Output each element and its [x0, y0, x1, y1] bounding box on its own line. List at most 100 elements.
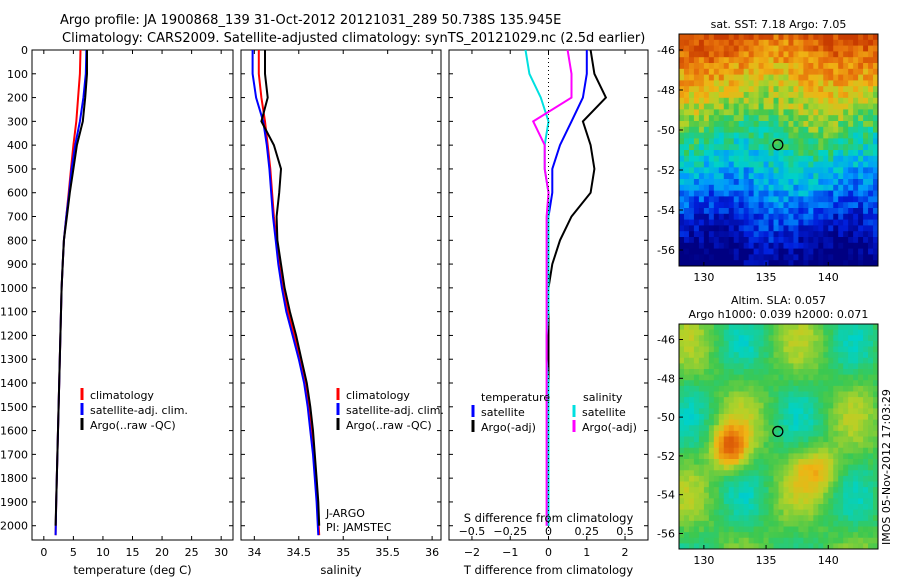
map-cell	[843, 161, 849, 168]
map-cell	[858, 126, 864, 133]
map-cell	[748, 115, 755, 122]
map-cell	[803, 167, 809, 174]
map-cell	[783, 532, 789, 539]
map-cell	[768, 464, 774, 471]
map-cell	[773, 436, 779, 443]
map-cell	[798, 51, 804, 58]
map-cell	[818, 237, 824, 244]
map-cell	[768, 498, 774, 505]
map-cell	[758, 430, 764, 437]
map-cell	[703, 340, 710, 347]
map-cell	[783, 103, 789, 110]
map-cell	[833, 475, 839, 482]
map-cell	[758, 391, 764, 398]
map-cell	[863, 121, 869, 128]
map-cell	[708, 391, 715, 398]
map-cell	[679, 425, 685, 432]
map-cell	[743, 173, 750, 180]
map-cell	[873, 481, 879, 488]
map-cell	[743, 68, 750, 75]
map-cell	[838, 103, 844, 110]
map-cell	[708, 380, 715, 387]
map-cell	[858, 39, 864, 46]
map-cell	[679, 68, 685, 75]
map-cell	[688, 121, 695, 128]
map-cell	[813, 470, 819, 477]
map-cell	[808, 115, 814, 122]
map-cell	[848, 397, 854, 404]
x-tick-label: 15	[126, 546, 140, 559]
map-cell	[679, 51, 685, 58]
map-cell	[753, 464, 760, 471]
map-cell	[778, 520, 784, 527]
map-cell	[713, 391, 720, 398]
map-cell	[798, 173, 804, 180]
map-cell	[798, 526, 804, 533]
map-cell	[679, 144, 685, 151]
map-cell	[853, 231, 859, 238]
map-cell	[813, 248, 819, 255]
map-cell	[748, 121, 755, 128]
map-cell	[803, 504, 809, 511]
map-cell	[848, 121, 854, 128]
map-cell	[843, 109, 849, 116]
map-cell	[808, 385, 814, 392]
map-cell	[708, 92, 715, 99]
map-cell	[728, 537, 735, 544]
map-cell	[783, 74, 789, 81]
map-cell	[873, 225, 879, 232]
map-title: Argo h1000: 0.039 h2000: 0.071	[689, 308, 869, 321]
map-cell	[828, 504, 834, 511]
map-cell	[708, 115, 715, 122]
map-cell	[728, 543, 735, 550]
map-cell	[698, 63, 705, 70]
map-cell	[723, 385, 730, 392]
map-cell	[803, 202, 809, 209]
map-cell	[763, 173, 769, 180]
map-cell	[758, 161, 764, 168]
map-cell	[688, 487, 695, 494]
map-cell	[728, 447, 735, 454]
map-cell	[778, 57, 784, 64]
map-cell	[683, 414, 690, 421]
map-cell	[833, 219, 839, 226]
map-cell	[768, 436, 774, 443]
map-cell	[713, 352, 720, 359]
map-cell	[873, 475, 879, 482]
map-cell	[808, 144, 814, 151]
map-cell	[743, 34, 750, 41]
map-cell	[828, 408, 834, 415]
map-cell	[858, 184, 864, 191]
map-cell	[808, 397, 814, 404]
map-cell	[763, 487, 769, 494]
map-cell	[758, 402, 764, 409]
map-cell	[713, 109, 720, 116]
map-y-tick-label: -52	[657, 164, 675, 177]
map-cell	[863, 436, 869, 443]
map-cell	[788, 121, 794, 128]
map-cell	[688, 520, 695, 527]
map-cell	[813, 97, 819, 104]
map-cell	[688, 161, 695, 168]
map-cell	[768, 51, 774, 58]
map-cell	[773, 208, 779, 215]
map-cell	[793, 86, 799, 93]
map-cell	[768, 248, 774, 255]
map-cell	[713, 68, 720, 75]
map-cell	[733, 231, 740, 238]
map-cell	[788, 425, 794, 432]
map-cell	[683, 504, 690, 511]
map-cell	[723, 103, 730, 110]
map-cell	[833, 68, 839, 75]
map-cell	[823, 532, 829, 539]
map-cell	[833, 324, 839, 331]
map-cell	[773, 414, 779, 421]
map-cell	[748, 414, 755, 421]
map-cell	[738, 80, 745, 87]
map-cell	[788, 414, 794, 421]
map-cell	[733, 63, 740, 70]
map-cell	[758, 248, 764, 255]
map-cell	[703, 225, 710, 232]
map-cell	[838, 57, 844, 64]
map-cell	[758, 515, 764, 522]
